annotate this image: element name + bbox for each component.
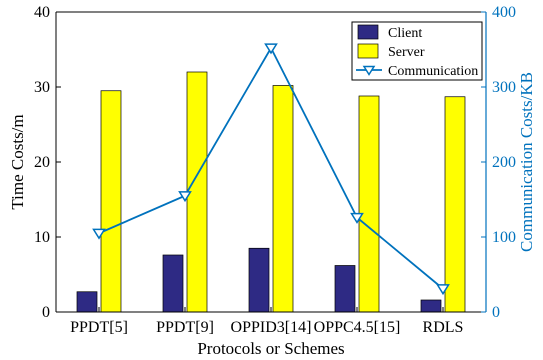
- line-communication: [98, 46, 444, 290]
- x-axis-label: Protocols or Schemes: [197, 339, 344, 358]
- bar-client-0: [76, 291, 98, 313]
- bar-client-2: [248, 247, 270, 313]
- y-tick-label-1: 10: [34, 229, 50, 246]
- bar-client-1: [162, 254, 184, 313]
- legend: Client Server Communication: [351, 21, 483, 81]
- legend-label-communication: Communication: [388, 64, 478, 79]
- bars-layer: [76, 71, 466, 313]
- y-tick-label-0: 0: [42, 304, 50, 321]
- y-right-tick-label-3: 300: [492, 79, 516, 96]
- y-axis-right-label: Communication Costs/KB: [517, 72, 536, 252]
- bar-server-3: [358, 95, 380, 313]
- bar-server-0: [100, 90, 122, 313]
- legend-marker-communication: [362, 65, 376, 76]
- bar-client-4: [420, 299, 442, 313]
- x-tick-label-4: RDLS: [423, 319, 464, 336]
- legend-swatch-client: [357, 24, 379, 40]
- y-tick-label-3: 30: [34, 79, 50, 96]
- bar-server-2: [272, 85, 294, 313]
- marker-communication-0: [92, 228, 106, 240]
- x-tick-label-1: PPDT[9]: [156, 319, 214, 336]
- y-axis-label: Time Costs/m: [8, 114, 27, 209]
- y-right-tick-label-0: 0: [492, 304, 500, 321]
- line-layer: [92, 43, 450, 296]
- y-right-tick-label-1: 100: [492, 229, 516, 246]
- y-tick-label-4: 40: [34, 4, 50, 21]
- legend-swatch-server: [357, 43, 379, 59]
- x-tick-label-0: PPDT[5]: [70, 319, 128, 336]
- y-right-tick-label-4: 400: [492, 4, 516, 21]
- bar-client-3: [334, 265, 356, 313]
- bar-server-4: [444, 96, 466, 313]
- legend-label-server: Server: [388, 45, 425, 60]
- legend-label-client: Client: [388, 26, 422, 41]
- marker-communication-1: [178, 191, 192, 203]
- x-tick-label-2: OPPID3[14]: [231, 319, 312, 336]
- marker-communication-4: [436, 284, 450, 296]
- x-tick-label-3: OPPC4.5[15]: [314, 319, 401, 336]
- marker-communication-2: [264, 43, 278, 55]
- y-right-tick-label-2: 200: [492, 154, 516, 171]
- marker-communication-3: [350, 212, 364, 224]
- y-tick-label-2: 20: [34, 154, 50, 171]
